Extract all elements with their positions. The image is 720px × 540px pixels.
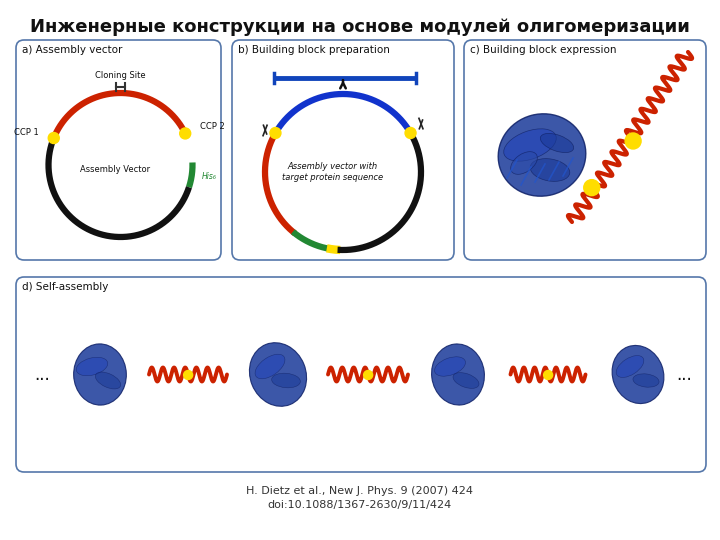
Circle shape: [405, 127, 416, 138]
Ellipse shape: [73, 344, 126, 405]
Text: Cloning Site: Cloning Site: [95, 71, 146, 80]
Text: doi:10.1088/1367-2630/9/11/424: doi:10.1088/1367-2630/9/11/424: [268, 500, 452, 510]
FancyBboxPatch shape: [16, 40, 221, 260]
Text: ...: ...: [676, 366, 692, 383]
Text: CCP 2: CCP 2: [199, 122, 225, 131]
Text: Инженерные конструкции на основе модулей олигомеризации: Инженерные конструкции на основе модулей…: [30, 18, 690, 36]
Circle shape: [364, 370, 373, 380]
Ellipse shape: [453, 373, 479, 388]
Ellipse shape: [530, 159, 570, 181]
Circle shape: [584, 180, 600, 195]
Ellipse shape: [76, 357, 108, 376]
Text: b) Building block preparation: b) Building block preparation: [238, 45, 390, 55]
Ellipse shape: [540, 133, 574, 153]
Circle shape: [625, 133, 641, 149]
Circle shape: [180, 128, 191, 139]
Text: c) Building block expression: c) Building block expression: [470, 45, 616, 55]
Ellipse shape: [255, 354, 285, 379]
Text: His₆: His₆: [202, 172, 217, 181]
Ellipse shape: [504, 129, 557, 161]
FancyBboxPatch shape: [464, 40, 706, 260]
Text: Assembly vector with
target protein sequence: Assembly vector with target protein sequ…: [282, 163, 384, 181]
Circle shape: [48, 132, 59, 144]
Ellipse shape: [431, 344, 485, 405]
Text: a) Assembly vector: a) Assembly vector: [22, 45, 122, 55]
Text: d) Self-assembly: d) Self-assembly: [22, 282, 109, 292]
FancyBboxPatch shape: [16, 277, 706, 472]
Text: H. Dietz et al., New J. Phys. 9 (2007) 424: H. Dietz et al., New J. Phys. 9 (2007) 4…: [246, 486, 474, 496]
Text: CCP 1: CCP 1: [14, 127, 39, 137]
Ellipse shape: [271, 373, 300, 388]
FancyBboxPatch shape: [232, 40, 454, 260]
Ellipse shape: [612, 346, 664, 403]
Ellipse shape: [498, 114, 586, 196]
Circle shape: [270, 127, 281, 138]
Text: ...: ...: [34, 366, 50, 383]
Ellipse shape: [435, 357, 465, 376]
Ellipse shape: [616, 355, 644, 377]
Ellipse shape: [95, 372, 121, 389]
Circle shape: [184, 370, 193, 380]
Text: Assembly Vector: Assembly Vector: [81, 165, 150, 174]
Ellipse shape: [510, 152, 537, 174]
Circle shape: [544, 370, 553, 380]
Ellipse shape: [249, 343, 307, 406]
Ellipse shape: [633, 374, 659, 387]
